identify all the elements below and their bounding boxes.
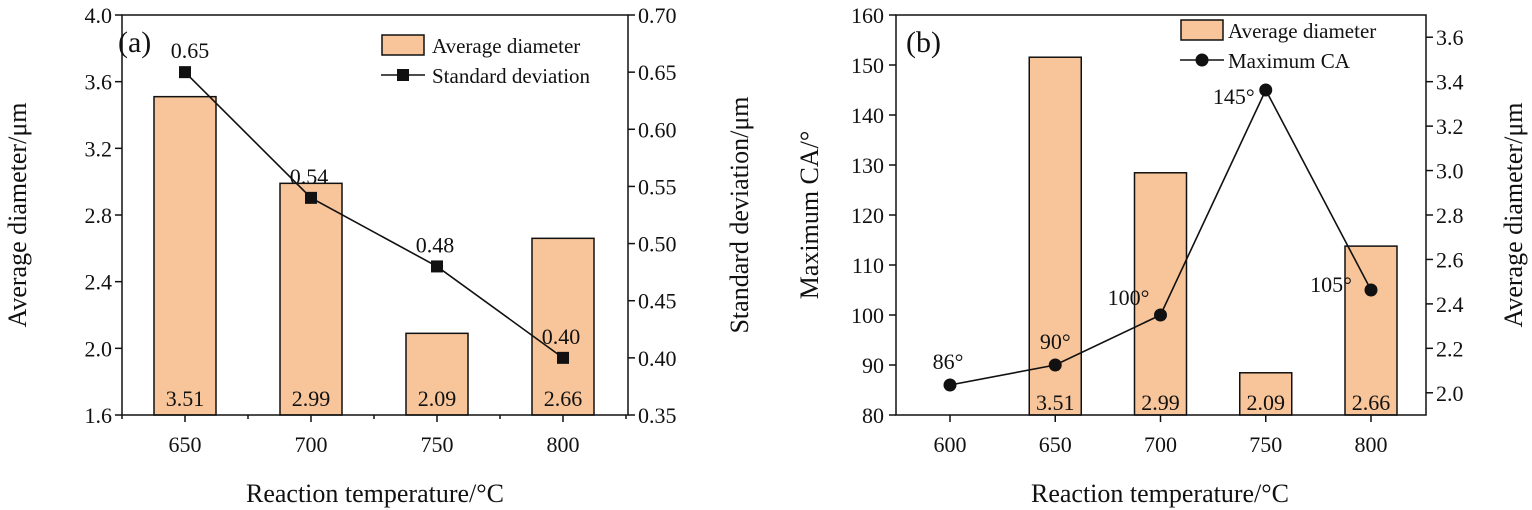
- left-tick-label: 150: [851, 53, 884, 78]
- left-axis-label: Maximum CA/°: [795, 131, 824, 300]
- line-value-label: 145°: [1213, 84, 1255, 109]
- left-tick-label: 2.4: [85, 270, 113, 295]
- legend-bar-label: Average diameter: [432, 34, 580, 58]
- max-ca-marker: [1364, 283, 1378, 297]
- right-tick-label: 0.35: [638, 403, 677, 428]
- line-value-label: 100°: [1108, 285, 1150, 310]
- left-tick-label: 2.0: [85, 336, 113, 361]
- bar-value-label: 2.66: [544, 386, 583, 411]
- bar-value-label: 2.09: [418, 386, 457, 411]
- left-tick-label: 120: [851, 203, 884, 228]
- max-ca-marker: [1154, 308, 1167, 322]
- line-value-label: 90°: [1040, 329, 1071, 354]
- bar-value-label: 3.51: [1036, 390, 1075, 415]
- left-tick-label: 4.0: [85, 3, 113, 28]
- right-tick-label: 2.8: [1436, 203, 1464, 228]
- right-tick-label: 3.0: [1436, 159, 1464, 184]
- line-value-label: 105°: [1310, 272, 1352, 297]
- right-tick-label: 2.2: [1436, 336, 1464, 361]
- chart-panel-b: 3.51 2.99 2.09 2.66 86° 90° 100° 145° 105° 80 90 10…: [795, 3, 1528, 508]
- left-tick-label: 3.6: [85, 70, 113, 95]
- right-tick-label: 3.6: [1436, 25, 1464, 50]
- line-value-label: 0.40: [542, 324, 581, 349]
- left-tick-label: 2.8: [85, 203, 113, 228]
- x-tick-label: 600: [934, 432, 967, 457]
- right-tick-label: 2.0: [1436, 381, 1464, 406]
- right-tick-label: 0.55: [638, 174, 677, 199]
- std-deviation-marker: [179, 66, 191, 79]
- bar-value-label: 2.99: [1141, 390, 1180, 415]
- left-tick-label: 160: [851, 3, 884, 28]
- legend-marker-swatch: [1195, 53, 1209, 67]
- line-value-label: 86°: [933, 349, 964, 374]
- x-tick-label: 800: [547, 432, 580, 457]
- x-tick-label: 800: [1355, 432, 1388, 457]
- x-axis-label: Reaction temperature/°C: [246, 479, 504, 508]
- bar-value-label: 2.09: [1247, 390, 1286, 415]
- diameter-bar: [1133, 172, 1188, 416]
- left-tick-label: 80: [862, 403, 884, 428]
- right-tick-label: 0.65: [638, 60, 677, 85]
- x-tick-label: 700: [295, 432, 328, 457]
- x-axis-label: Reaction temperature/°C: [1031, 479, 1289, 508]
- left-tick-label: 1.6: [85, 403, 113, 428]
- line-value-label: 0.65: [171, 38, 210, 63]
- std-deviation-marker: [305, 191, 317, 204]
- diameter-bar: [153, 95, 217, 416]
- panel-label: (a): [118, 26, 151, 59]
- right-tick-label: 0.60: [638, 117, 677, 142]
- right-tick-label: 3.2: [1436, 114, 1464, 139]
- right-tick-label: 0.70: [638, 3, 677, 28]
- max-ca-marker: [1048, 358, 1062, 372]
- right-axis-label: Standard deviation/μm: [725, 96, 754, 333]
- left-tick-label: 90: [862, 353, 884, 378]
- legend-bar-swatch: [381, 34, 425, 56]
- right-tick-label: 0.45: [638, 289, 677, 314]
- diameter-bar: [1239, 372, 1293, 416]
- diameter-bar: [531, 237, 595, 416]
- x-tick-label: 700: [1144, 432, 1177, 457]
- legend-bar-swatch: [1180, 19, 1224, 41]
- bar-value-label: 3.51: [166, 386, 205, 411]
- right-tick-label: 2.4: [1436, 292, 1464, 317]
- legend-line-label: Standard deviation: [432, 64, 591, 88]
- panel-label: (b): [906, 26, 941, 59]
- line-value-label: 0.48: [416, 232, 455, 257]
- line-value-label: 0.54: [290, 164, 329, 189]
- std-deviation-line: [184, 71, 564, 359]
- right-tick-label: 0.40: [638, 346, 677, 371]
- right-axis-label: Average diameter/μm: [1499, 103, 1528, 328]
- std-deviation-marker: [557, 351, 569, 364]
- bar-value-label: 2.66: [1352, 390, 1391, 415]
- left-axis-label: Average diameter/μm: [3, 103, 32, 328]
- diameter-bar: [405, 332, 469, 416]
- chart-panel-a: 3.51 2.99 2.09 2.66 0.65 0.54 0.48 0.40 1.6 2.0 2.…: [3, 3, 754, 508]
- x-tick-label: 750: [1249, 432, 1282, 457]
- x-tick-label: 650: [169, 432, 202, 457]
- x-tick-label: 650: [1039, 432, 1072, 457]
- diameter-bar: [1028, 56, 1082, 416]
- max-ca-marker: [1259, 83, 1273, 97]
- legend-marker-swatch: [397, 69, 409, 81]
- std-deviation-marker: [431, 260, 443, 273]
- left-tick-label: 140: [851, 103, 884, 128]
- left-tick-label: 100: [851, 303, 884, 328]
- legend-line-label: Maximum CA: [1228, 49, 1351, 73]
- max-ca-marker: [943, 378, 957, 392]
- right-tick-label: 2.6: [1436, 247, 1464, 272]
- right-tick-label: 0.50: [638, 232, 677, 257]
- legend-bar-label: Average diameter: [1228, 19, 1376, 43]
- right-tick-label: 3.4: [1436, 70, 1464, 95]
- left-tick-label: 130: [851, 153, 884, 178]
- diameter-bar: [279, 182, 343, 416]
- left-tick-label: 110: [852, 253, 884, 278]
- x-tick-label: 750: [421, 432, 454, 457]
- left-tick-label: 3.2: [85, 136, 113, 161]
- bar-value-label: 2.99: [292, 386, 331, 411]
